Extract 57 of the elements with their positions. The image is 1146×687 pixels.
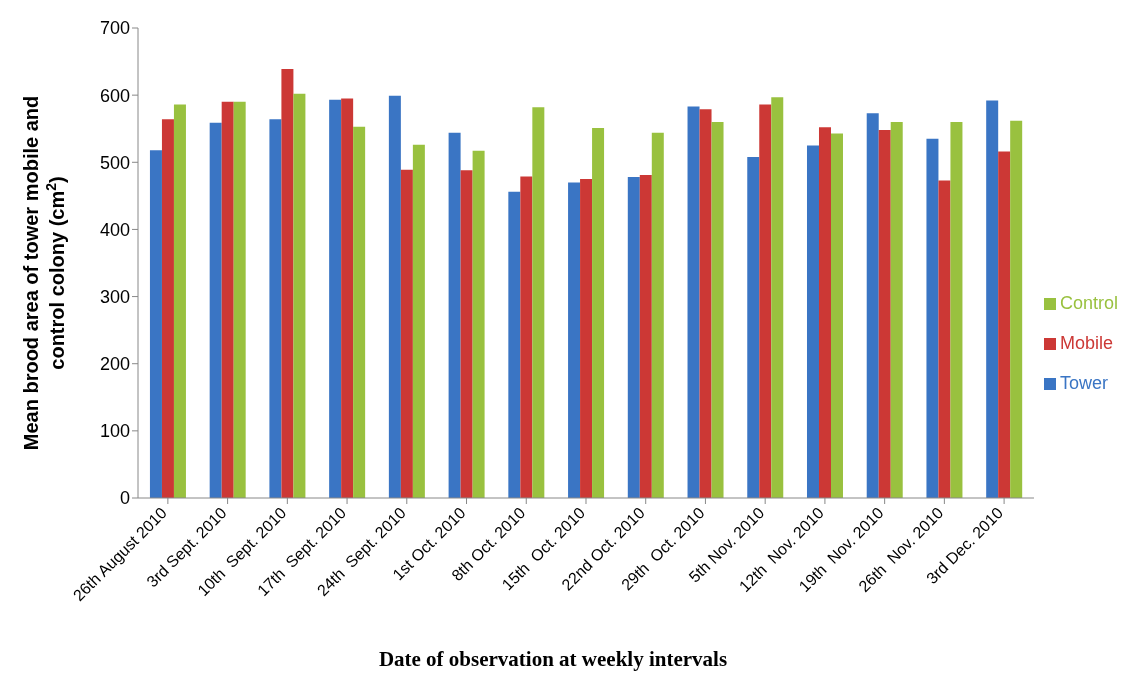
bar	[460, 170, 473, 498]
x-axis-title: Date of observation at weekly intervals	[378, 647, 728, 671]
legend-label: Control	[1059, 293, 1118, 313]
bar	[353, 126, 366, 498]
bar	[472, 150, 485, 498]
legend-label: Mobile	[1059, 333, 1113, 353]
bar	[830, 133, 843, 498]
bar	[412, 144, 425, 498]
y-tick-label: 500	[99, 152, 130, 173]
bar	[209, 122, 222, 498]
y-tick-label: 600	[99, 85, 130, 106]
bar	[806, 145, 819, 498]
bar	[890, 122, 903, 498]
y-tick-label: 200	[99, 354, 130, 375]
bar	[878, 130, 891, 498]
bar	[926, 138, 939, 498]
bar	[687, 106, 700, 498]
y-tick-label: 700	[99, 18, 130, 39]
bar	[448, 132, 461, 498]
bar	[400, 169, 413, 498]
bar	[986, 100, 999, 498]
bar	[580, 179, 593, 498]
bar	[233, 101, 246, 498]
y-tick-label: 100	[99, 421, 130, 442]
y-tick-label: 400	[99, 219, 130, 240]
bar	[771, 97, 784, 498]
legend-label: Tower	[1059, 373, 1108, 393]
bar	[699, 109, 712, 498]
bar	[149, 150, 162, 498]
bar	[341, 98, 354, 498]
bar	[592, 128, 605, 498]
bar	[627, 177, 640, 498]
bar	[938, 180, 951, 498]
bar	[520, 176, 533, 498]
bar	[998, 151, 1011, 498]
bar	[173, 104, 186, 498]
bar	[568, 182, 581, 498]
bar	[269, 119, 282, 498]
bar	[281, 68, 294, 498]
bar	[818, 127, 831, 498]
bar	[950, 122, 963, 498]
bar	[651, 132, 664, 498]
bar	[388, 95, 401, 498]
bar	[161, 119, 174, 498]
bar	[508, 191, 521, 498]
bar	[866, 113, 879, 498]
bar	[329, 99, 342, 498]
bar	[747, 156, 760, 498]
y-tick-label: 0	[119, 488, 130, 509]
bar	[221, 101, 234, 498]
bar	[759, 104, 772, 498]
bar	[532, 107, 545, 498]
bar	[639, 175, 652, 498]
y-tick-label: 300	[99, 286, 130, 307]
bar	[711, 122, 724, 498]
bar	[1010, 120, 1023, 498]
bar	[293, 93, 306, 498]
